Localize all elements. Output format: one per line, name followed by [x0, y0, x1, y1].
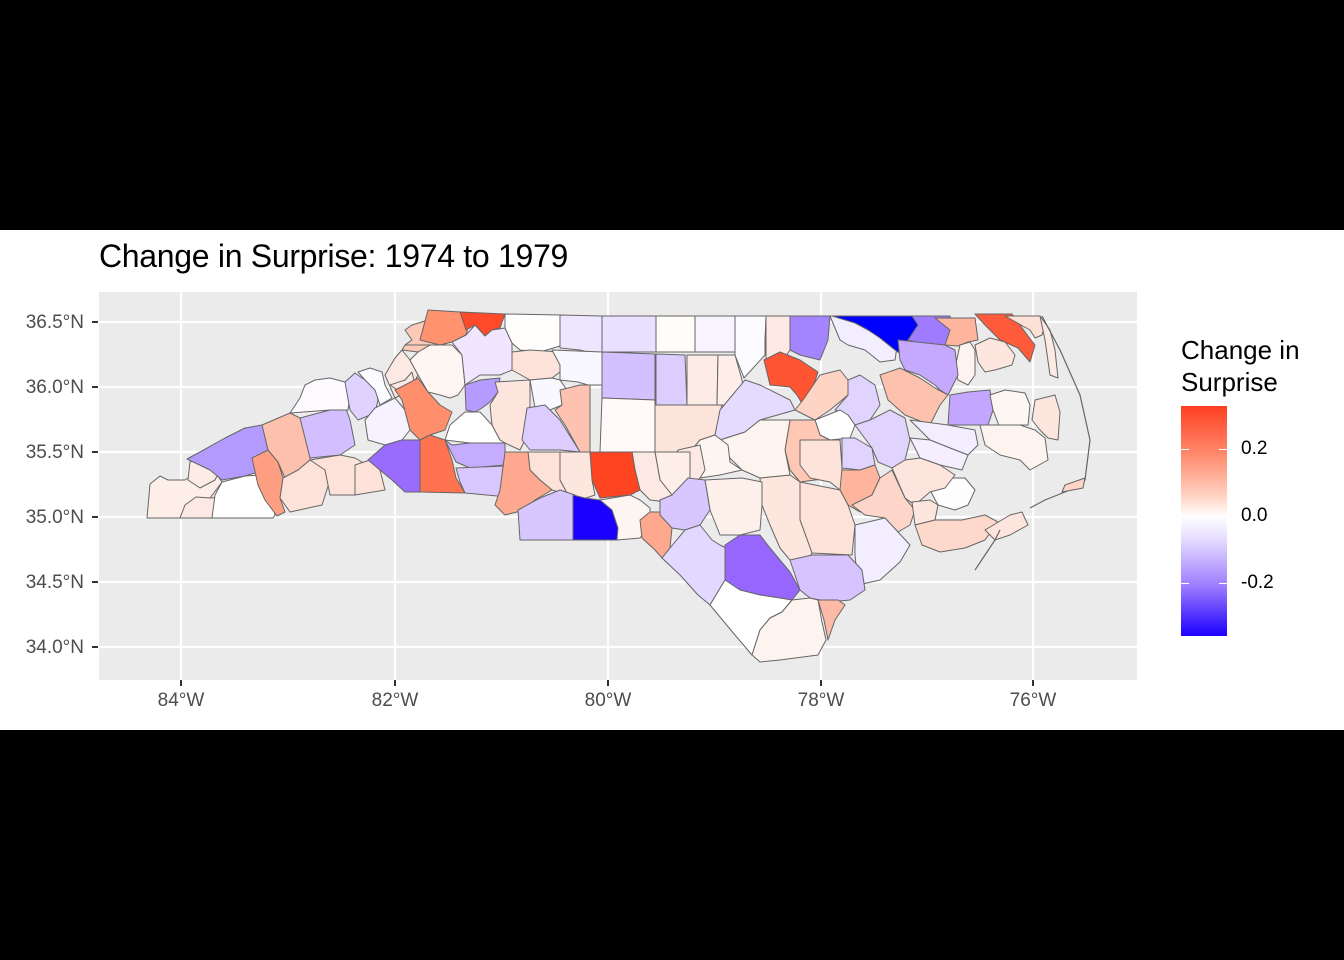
chart-title: Change in Surprise: 1974 to 1979 — [99, 238, 568, 274]
legend-tick — [1181, 583, 1189, 584]
y-tick-mark — [92, 321, 98, 323]
county — [879, 367, 949, 426]
county — [854, 409, 911, 469]
county — [601, 351, 656, 401]
county — [419, 434, 466, 494]
county — [686, 354, 719, 406]
legend-title: Change in Surprise — [1181, 334, 1300, 398]
x-tick-mark — [180, 680, 182, 686]
y-tick-mark — [92, 386, 98, 388]
county — [494, 451, 553, 516]
county — [704, 477, 763, 536]
x-tick-mark — [820, 680, 822, 686]
legend-colorbar — [1181, 406, 1227, 636]
y-tick-mark — [92, 451, 98, 453]
county — [954, 341, 976, 386]
county — [511, 349, 561, 381]
plot-canvas: Change in Surprise: 1974 to 1979 — [0, 230, 1344, 730]
legend-title-line1: Change in — [1181, 335, 1300, 365]
y-tick-label: 35.5°N — [25, 442, 84, 463]
y-tick-label: 36.0°N — [25, 377, 84, 398]
county — [551, 349, 603, 386]
county — [599, 397, 656, 453]
map-panel — [99, 292, 1137, 680]
y-tick-mark — [92, 646, 98, 648]
y-tick-mark — [92, 516, 98, 518]
county — [655, 353, 688, 406]
county — [289, 377, 351, 414]
legend-tick — [1181, 449, 1189, 450]
county — [504, 313, 561, 353]
county — [989, 389, 1031, 429]
county — [394, 377, 453, 441]
x-tick-mark — [1032, 680, 1034, 686]
county — [659, 477, 711, 531]
county — [817, 599, 846, 641]
county — [891, 457, 956, 506]
outer-banks — [1029, 315, 1091, 509]
y-tick-label: 34.0°N — [25, 637, 84, 658]
county — [719, 419, 791, 479]
county — [984, 511, 1029, 541]
x-tick-label: 82°W — [371, 690, 419, 711]
x-tick-mark — [394, 680, 396, 686]
legend-tick — [1181, 516, 1189, 517]
county — [974, 337, 1016, 373]
county — [947, 389, 994, 426]
county — [734, 315, 767, 379]
legend-title-line2: Surprise — [1181, 367, 1278, 397]
county — [444, 439, 506, 469]
y-tick-label: 36.5°N — [25, 312, 84, 333]
county — [521, 404, 581, 453]
county — [1031, 394, 1061, 441]
county — [789, 315, 831, 361]
x-tick-label: 80°W — [584, 690, 632, 711]
county — [789, 554, 866, 603]
county — [464, 377, 501, 413]
x-tick-label: 76°W — [1009, 690, 1057, 711]
y-tick-label: 34.5°N — [25, 572, 84, 593]
county — [655, 315, 696, 353]
legend-tick — [1219, 516, 1227, 517]
county — [589, 451, 641, 499]
county — [751, 597, 827, 663]
outer-banks — [974, 529, 1001, 571]
county — [357, 367, 393, 406]
county — [299, 405, 356, 459]
county — [489, 379, 531, 451]
y-tick-mark — [92, 581, 98, 583]
county — [694, 315, 736, 353]
x-tick-label: 84°W — [157, 690, 205, 711]
y-tick-label: 35.0°N — [25, 507, 84, 528]
x-tick-mark — [607, 680, 609, 686]
legend-tick — [1219, 449, 1227, 450]
x-tick-label: 78°W — [797, 690, 845, 711]
county — [1061, 477, 1086, 493]
county — [799, 439, 843, 491]
county — [354, 459, 386, 496]
county — [979, 424, 1049, 471]
county — [559, 314, 603, 353]
legend-tick — [1219, 583, 1227, 584]
counties — [146, 309, 1091, 663]
legend-label: -0.2 — [1241, 572, 1274, 593]
legend-label: 0.2 — [1241, 438, 1268, 459]
county — [911, 499, 939, 526]
county — [897, 339, 959, 396]
county-map — [99, 292, 1137, 680]
county — [601, 315, 657, 353]
county — [1039, 315, 1059, 379]
legend-label: 0.0 — [1241, 505, 1268, 526]
